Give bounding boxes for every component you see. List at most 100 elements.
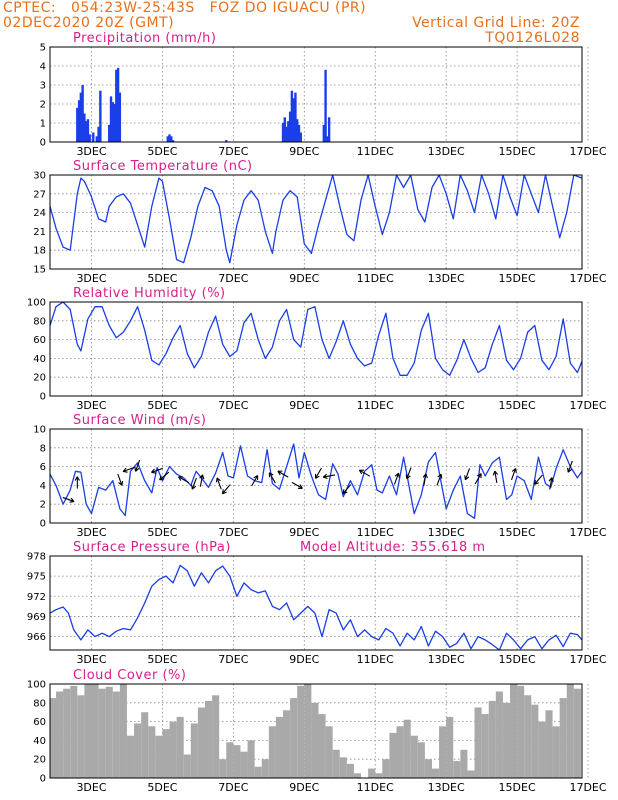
wind-arrow-head-0 bbox=[121, 480, 124, 486]
ytick-wind-6: 6 bbox=[40, 462, 46, 473]
bar-cloud-39 bbox=[325, 726, 333, 778]
wind-arrow-head-1 bbox=[269, 472, 274, 476]
wind-arrow-18 bbox=[342, 484, 352, 495]
wind-arrow-head-0 bbox=[406, 475, 411, 480]
xtick-temp-13: 13DEC bbox=[428, 272, 465, 285]
wind-arrow-shaft bbox=[62, 496, 75, 503]
xtick-pressure-3: 3DEC bbox=[76, 653, 106, 666]
bar-cloud-14 bbox=[148, 726, 156, 778]
wind-arrow-head-0 bbox=[394, 472, 399, 477]
bar-cloud-42 bbox=[346, 763, 354, 778]
bar-cloud-49 bbox=[396, 726, 404, 778]
xtick-temp-5: 5DEC bbox=[147, 272, 177, 285]
wind-arrow-head-1 bbox=[440, 474, 443, 479]
wind-arrow-head-1 bbox=[151, 468, 155, 473]
bar-cloud-24 bbox=[219, 759, 227, 778]
wind-arrow-10 bbox=[215, 477, 222, 490]
wind-arrow-head-0 bbox=[511, 468, 516, 472]
bar-cloud-68 bbox=[531, 704, 539, 778]
header-run-time: 02DEC2020 20Z (GMT) bbox=[3, 15, 175, 31]
wind-arrow-head-1 bbox=[533, 479, 536, 485]
bar-cloud-10 bbox=[119, 684, 127, 778]
xtick-cloud-11: 11DEC bbox=[357, 781, 394, 794]
bar-cloud-38 bbox=[318, 714, 326, 778]
bar-precip-7 bbox=[88, 134, 91, 142]
wind-arrow-29 bbox=[548, 477, 554, 490]
header-model-id: TQ0126L028 bbox=[485, 30, 580, 46]
wind-arrow-head-0 bbox=[548, 477, 553, 482]
wind-arrow-shaft bbox=[464, 468, 471, 480]
wind-arrow-head-0 bbox=[534, 482, 539, 485]
ytick-precip-5: 5 bbox=[40, 43, 46, 54]
bar-precip-26 bbox=[285, 126, 288, 142]
wind-arrow-head-0 bbox=[70, 497, 75, 502]
wind-arrow-shaft bbox=[359, 469, 371, 477]
wind-arrow-head-0 bbox=[299, 484, 303, 489]
xtick-cloud-17: 17DEC bbox=[569, 781, 606, 794]
bar-precip-21 bbox=[170, 136, 173, 142]
wind-arrow-1 bbox=[74, 476, 80, 489]
wind-arrow-head-0 bbox=[323, 476, 328, 480]
ytick-temp-15: 15 bbox=[33, 265, 46, 276]
wind-arrow-shaft bbox=[135, 459, 141, 472]
wind-arrow-head-0 bbox=[74, 476, 78, 481]
bar-cloud-28 bbox=[247, 740, 255, 778]
ytick-pressure-969: 969 bbox=[27, 612, 46, 623]
bar-precip-29 bbox=[290, 90, 294, 142]
frame-temp bbox=[49, 174, 583, 270]
ytick-pressure-972: 972 bbox=[27, 592, 46, 603]
bar-cloud-2 bbox=[63, 688, 71, 778]
panel-title-precip: Precipitation (mm/h) bbox=[73, 31, 216, 46]
bar-cloud-34 bbox=[290, 698, 298, 778]
wind-arrow-head-1 bbox=[515, 468, 517, 474]
xtick-cloud-5: 5DEC bbox=[147, 781, 177, 794]
ytick-temp-27: 27 bbox=[33, 189, 46, 200]
header-station: CPTEC: 054:23W-25:43S FOZ DO IGUACU (PR) bbox=[3, 0, 367, 16]
bar-precip-31 bbox=[294, 92, 297, 142]
bar-cloud-65 bbox=[510, 684, 518, 778]
ytick-temp-24: 24 bbox=[33, 208, 46, 219]
xtick-precip-9: 9DEC bbox=[289, 145, 319, 158]
wind-arrow-head-0 bbox=[465, 476, 470, 481]
xtick-cloud-15: 15DEC bbox=[499, 781, 536, 794]
bar-cloud-57 bbox=[453, 761, 461, 778]
xtick-precip-13: 13DEC bbox=[428, 145, 465, 158]
bar-cloud-5 bbox=[84, 684, 92, 778]
wind-arrow-head-1 bbox=[322, 473, 328, 478]
bar-precip-19 bbox=[166, 136, 169, 142]
wind-arrow-shaft bbox=[393, 472, 400, 485]
bar-precip-37 bbox=[326, 136, 329, 142]
ytick-temp-21: 21 bbox=[33, 227, 46, 238]
bar-cloud-22 bbox=[204, 700, 213, 778]
xtick-pressure-13: 13DEC bbox=[428, 653, 465, 666]
wind-arrow-head-1 bbox=[567, 467, 569, 473]
wind-arrow-26 bbox=[492, 470, 499, 483]
panel-rh: 0 20 40 60 80 100 3DEC 5DEC 7DEC 9DEC 11DEC 13DEC 15… bbox=[27, 286, 607, 412]
series-line-pressure bbox=[50, 564, 582, 650]
wind-arrow-shaft bbox=[474, 473, 482, 485]
ytick-pressure-966: 966 bbox=[27, 632, 46, 643]
bar-cloud-73 bbox=[566, 684, 574, 778]
wind-arrow-shaft bbox=[510, 468, 517, 480]
wind-arrow-12 bbox=[251, 475, 259, 487]
xtick-precip-7: 7DEC bbox=[218, 145, 248, 158]
wind-arrow-head-1 bbox=[464, 475, 466, 480]
wind-arrow-17 bbox=[322, 473, 336, 480]
bar-cloud-43 bbox=[353, 773, 362, 778]
ytick-wind-0: 0 bbox=[40, 519, 46, 530]
ytick-pressure-975: 975 bbox=[27, 572, 46, 583]
bar-cloud-9 bbox=[112, 691, 120, 778]
series-line-rh bbox=[50, 302, 582, 376]
wind-arrow-head-0 bbox=[222, 491, 227, 495]
ytick-precip-3: 3 bbox=[40, 81, 46, 92]
wind-arrow-head-1 bbox=[76, 476, 80, 481]
bar-cloud-63 bbox=[495, 691, 503, 778]
xtick-cloud-13: 13DEC bbox=[428, 781, 465, 794]
wind-arrow-head-1 bbox=[122, 467, 127, 472]
bar-precip-35 bbox=[322, 124, 326, 142]
bar-precip-34 bbox=[299, 132, 302, 142]
bar-cloud-35 bbox=[297, 685, 305, 778]
ytick-precip-2: 2 bbox=[40, 100, 46, 111]
wind-arrow-shaft bbox=[323, 474, 336, 478]
bar-precip-5 bbox=[84, 121, 88, 142]
